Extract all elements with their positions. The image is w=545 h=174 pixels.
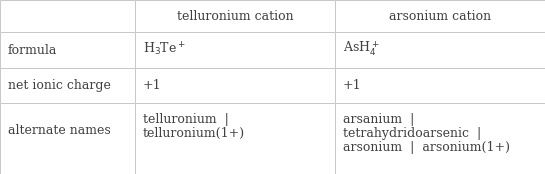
Text: tetrahydridoarsenic  |: tetrahydridoarsenic | xyxy=(343,127,481,140)
Bar xyxy=(335,0,545,32)
Bar xyxy=(0,0,135,32)
Bar xyxy=(135,0,335,32)
Text: +1: +1 xyxy=(143,79,162,92)
Text: +1: +1 xyxy=(343,79,362,92)
Text: telluronium(1+): telluronium(1+) xyxy=(143,127,245,140)
Bar xyxy=(135,32,335,68)
Text: arsanium  |: arsanium | xyxy=(343,113,414,126)
Bar xyxy=(135,68,335,103)
Text: net ionic charge: net ionic charge xyxy=(8,79,111,92)
Bar xyxy=(335,103,545,174)
Text: alternate names: alternate names xyxy=(8,124,111,137)
Text: H$_3$Te$^+$: H$_3$Te$^+$ xyxy=(143,40,186,58)
Text: telluronium  |: telluronium | xyxy=(143,113,229,126)
Bar xyxy=(0,68,135,103)
Text: AsH$_4^+$: AsH$_4^+$ xyxy=(343,40,380,58)
Bar xyxy=(335,32,545,68)
Bar xyxy=(0,32,135,68)
Text: arsonium cation: arsonium cation xyxy=(389,10,491,22)
Bar xyxy=(135,103,335,174)
Bar xyxy=(0,103,135,174)
Text: arsonium  |  arsonium(1+): arsonium | arsonium(1+) xyxy=(343,141,510,154)
Text: telluronium cation: telluronium cation xyxy=(177,10,293,22)
Text: formula: formula xyxy=(8,44,57,57)
Bar xyxy=(335,68,545,103)
